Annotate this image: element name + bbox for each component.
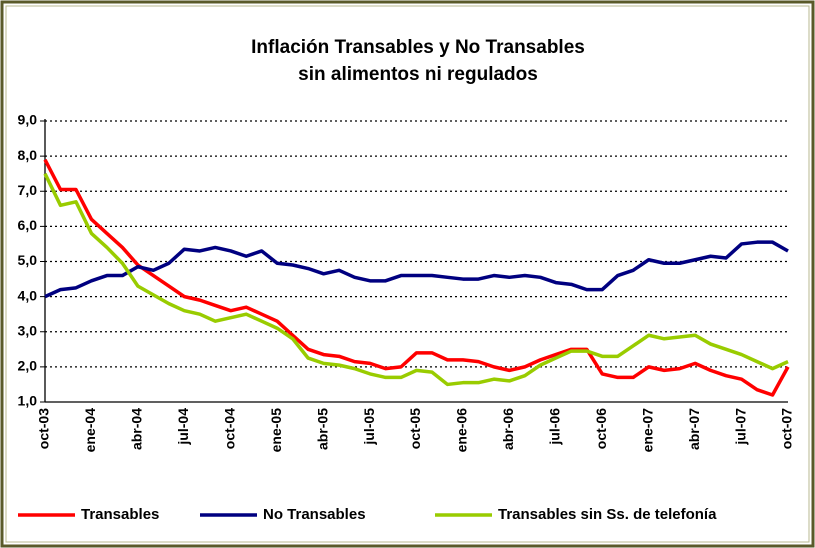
- x-tick-label: oct-05: [407, 408, 423, 449]
- x-tick-label: ene-04: [82, 408, 98, 453]
- series-line: [43, 172, 789, 387]
- y-tick-label: 1,0: [18, 393, 38, 409]
- y-tick-label: 3,0: [18, 322, 38, 338]
- x-tick-label: oct-04: [221, 408, 237, 449]
- x-tick-label: abr-07: [686, 408, 702, 450]
- y-tick-label: 5,0: [18, 252, 38, 268]
- y-tick-label: 4,0: [18, 287, 38, 303]
- x-tick-label: jul-07: [732, 408, 748, 446]
- x-tick-label: oct-07: [779, 408, 795, 449]
- x-tick-label: abr-04: [129, 408, 145, 450]
- x-tick-label: abr-06: [500, 408, 516, 450]
- y-tick-label: 6,0: [18, 217, 38, 233]
- legend-label: Transables: [81, 506, 159, 523]
- x-tick-label: jul-04: [175, 408, 191, 446]
- legend-label: Transables sin Ss. de telefonía: [498, 506, 717, 523]
- y-tick-label: 8,0: [18, 147, 38, 163]
- y-tick-label: 7,0: [18, 182, 38, 198]
- x-tick-label: oct-03: [36, 408, 52, 449]
- legend-label: No Transables: [263, 506, 366, 523]
- chart-title: sin alimentos ni regulados: [298, 64, 538, 85]
- series-line: [44, 240, 789, 299]
- x-tick-label: ene-05: [268, 408, 284, 453]
- x-tick-label: jul-06: [547, 408, 563, 446]
- x-tick-label: ene-06: [454, 408, 470, 453]
- chart-title: Inflación Transables y No Transables: [251, 37, 585, 58]
- series-line: [43, 158, 790, 397]
- x-tick-label: oct-06: [593, 408, 609, 449]
- x-tick-label: abr-05: [314, 408, 330, 450]
- x-tick-label: jul-05: [361, 408, 377, 446]
- x-tick-label: ene-07: [639, 408, 655, 453]
- y-tick-label: 2,0: [18, 358, 38, 374]
- chart-frame-inner: [5, 5, 810, 543]
- y-tick-label: 9,0: [18, 112, 38, 128]
